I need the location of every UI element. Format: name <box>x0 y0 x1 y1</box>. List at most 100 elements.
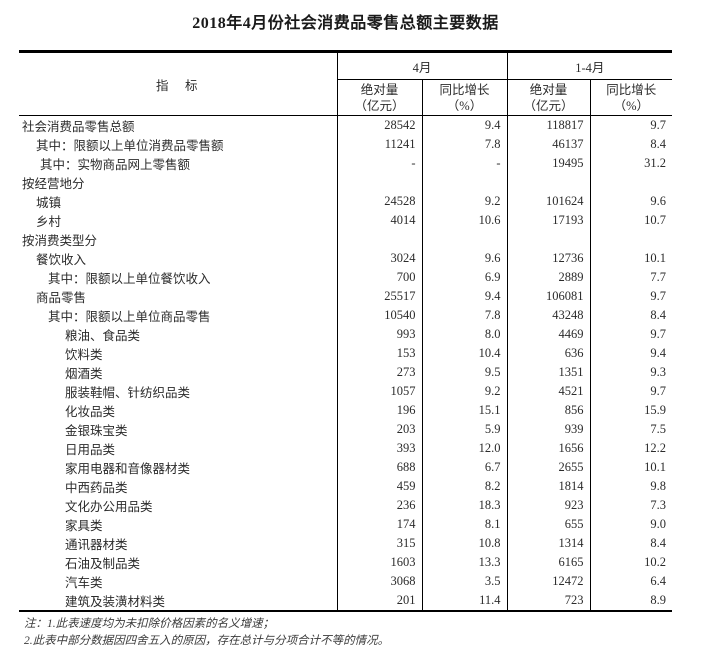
table-row: 服装鞋帽、针纺织品类 1057 9.2 4521 9.7 <box>19 382 673 401</box>
table-row: 家具类 174 8.1 655 9.0 <box>19 515 673 534</box>
col-header-indicator: 指 标 <box>19 51 337 116</box>
row-value: 1603 <box>336 553 422 572</box>
row-label: 家具类 <box>65 519 103 533</box>
header-sub-row: 绝对量 （亿元） 同比增长 （%） 绝对量 （亿元） 同比增长 （%） <box>19 79 673 116</box>
row-value: 1314 <box>506 534 591 553</box>
footnote-2: 2.此表中部分数据因四舍五入的原因，存在总计与分项合计不等的情况。 <box>24 635 390 647</box>
absolute-label: 绝对量 <box>529 82 568 97</box>
header-group-row: 指 标 4月 1-4月 <box>19 51 673 116</box>
row-value: 9.7 <box>589 287 673 306</box>
row-value: 7.7 <box>589 268 673 287</box>
table-row: 家用电器和音像器材类 688 6.7 2655 10.1 <box>19 458 673 477</box>
row-value: 993 <box>336 325 422 344</box>
row-value: 19495 <box>506 154 591 173</box>
row-value: 11241 <box>336 135 422 154</box>
row-value: 46137 <box>506 135 591 154</box>
table-row: 中西药品类 459 8.2 1814 9.8 <box>19 477 673 496</box>
row-value: 43248 <box>506 306 591 325</box>
row-label: 其中：限额以上单位消费品零售额 <box>36 139 224 153</box>
row-value: 723 <box>506 591 591 611</box>
retail-sales-table: 指 标 4月 1-4月 绝对量 （亿元） 同比增长 （%） 绝对量 （亿元） <box>19 50 673 612</box>
row-value: 393 <box>336 439 422 458</box>
row-value: 9.4 <box>421 115 508 135</box>
row-label: 饮料类 <box>65 348 103 362</box>
row-value: 655 <box>506 515 591 534</box>
table-row: 城镇 24528 9.2 101624 9.6 <box>19 192 673 211</box>
row-value: 1814 <box>506 477 591 496</box>
row-value: 10540 <box>336 306 422 325</box>
row-value: 25517 <box>336 287 422 306</box>
row-value: 9.4 <box>421 287 508 306</box>
table-row: 汽车类 3068 3.5 12472 6.4 <box>19 572 673 591</box>
row-value: - <box>336 154 422 173</box>
row-label: 建筑及装潢材料类 <box>65 595 166 609</box>
row-value: 10.8 <box>421 534 508 553</box>
row-value: 688 <box>336 458 422 477</box>
row-value: 9.7 <box>589 115 673 135</box>
row-value: 201 <box>336 591 422 611</box>
row-label: 烟酒类 <box>65 367 103 381</box>
row-value: 10.2 <box>589 553 673 572</box>
table-row: 其中：实物商品网上零售额 - -19495 31.2 <box>19 154 673 173</box>
row-value: 24528 <box>336 192 422 211</box>
row-value <box>506 173 591 192</box>
row-value: 273 <box>336 363 422 382</box>
col-header-jan-april-absolute: 绝对量 （亿元） <box>506 79 591 116</box>
row-value: 15.9 <box>589 401 673 420</box>
row-value: 7.5 <box>589 420 673 439</box>
row-value: 196 <box>336 401 422 420</box>
row-value <box>589 230 673 249</box>
row-label: 家用电器和音像器材类 <box>65 462 191 476</box>
row-value: 1656 <box>506 439 591 458</box>
row-value: 10.1 <box>589 249 673 268</box>
col-header-jan-april: 1-4月 <box>506 51 673 80</box>
row-value: 18.3 <box>421 496 508 515</box>
growth-unit: （%） <box>446 98 483 113</box>
row-value: 9.2 <box>421 192 508 211</box>
row-value: 2655 <box>506 458 591 477</box>
table-row: 通讯器材类 315 10.8 1314 8.4 <box>19 534 673 553</box>
row-value: 2889 <box>506 268 591 287</box>
footnote-1: 注：1.此表速度均为未扣除价格因素的名义增速； <box>24 618 275 630</box>
row-value: 8.4 <box>589 306 673 325</box>
col-header-jan-april-growth: 同比增长 （%） <box>589 79 673 116</box>
table-row: 建筑及装潢材料类 201 11.4 723 8.9 <box>19 591 673 611</box>
row-value: 8.4 <box>589 135 673 154</box>
row-label: 文化办公用品类 <box>65 500 153 514</box>
row-value: 9.4 <box>589 344 673 363</box>
row-value: 9.7 <box>589 325 673 344</box>
table-row: 石油及制品类 1603 13.3 6165 10.2 <box>19 553 673 572</box>
row-value: 8.1 <box>421 515 508 534</box>
row-value <box>421 230 508 249</box>
row-value: 5.9 <box>421 420 508 439</box>
row-value: 9.0 <box>589 515 673 534</box>
row-value: 315 <box>336 534 422 553</box>
row-label: 按消费类型分 <box>22 234 98 248</box>
row-value: 700 <box>336 268 422 287</box>
row-value: 7.3 <box>589 496 673 515</box>
growth-label: 同比增长 <box>606 82 657 97</box>
row-value: 101624 <box>506 192 591 211</box>
table-body: 社会消费品零售总额 28542 9.4 118817 9.7 其中：限额以上单位消费品零售… <box>19 115 673 611</box>
row-value: 8.2 <box>421 477 508 496</box>
table-row: 其中：限额以上单位商品零售 10540 7.8 43248 8.4 <box>19 306 673 325</box>
footnotes: 注：1.此表速度均为未扣除价格因素的名义增速； 2.此表中部分数据因四舍五入的原… <box>24 616 701 650</box>
row-value: 9.5 <box>421 363 508 382</box>
row-value: 106081 <box>506 287 591 306</box>
row-value: 11.4 <box>421 591 508 611</box>
row-value: 3068 <box>336 572 422 591</box>
page-title: 2018年4月份社会消费品零售总额主要数据 <box>192 15 499 32</box>
row-value: 9.2 <box>421 382 508 401</box>
table-row: 按消费类型分 <box>19 230 673 249</box>
table-row: 餐饮收入 3024 9.6 12736 10.1 <box>19 249 673 268</box>
row-value: 31.2 <box>589 154 673 173</box>
row-value: 12.2 <box>589 439 673 458</box>
table-row: 化妆品类 196 15.1 856 15.9 <box>19 401 673 420</box>
row-value: 8.9 <box>589 591 673 611</box>
row-value: 3024 <box>336 249 422 268</box>
table-row: 其中：限额以上单位餐饮收入 700 6.9 2889 7.7 <box>19 268 673 287</box>
row-value: 6.4 <box>589 572 673 591</box>
absolute-label: 绝对量 <box>360 82 399 97</box>
row-value: 236 <box>336 496 422 515</box>
row-label: 其中：限额以上单位商品零售 <box>48 310 211 324</box>
